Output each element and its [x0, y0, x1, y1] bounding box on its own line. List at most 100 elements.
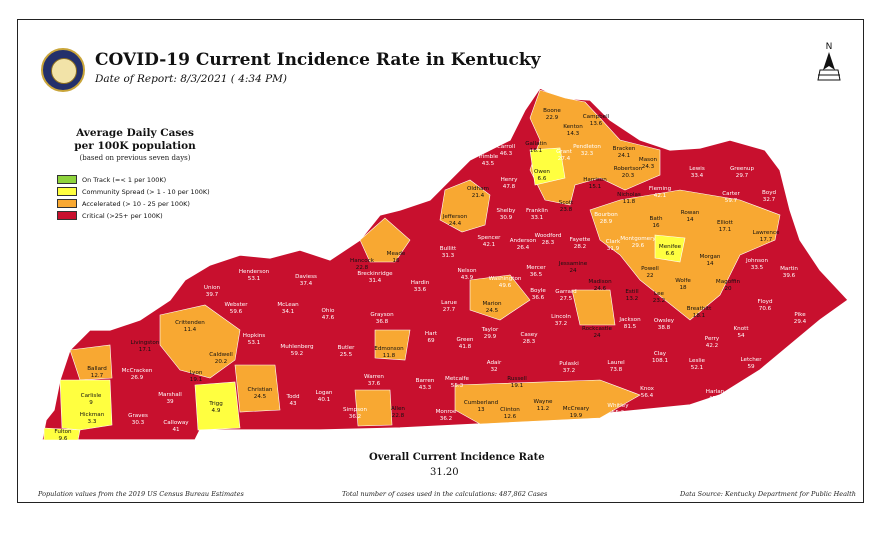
county-value-pendleton: 32.3 [581, 151, 594, 157]
county-value-monroe: 36.2 [440, 416, 452, 422]
county-name-nelson: Nelson [457, 268, 477, 274]
county-value-martin: 39.6 [783, 273, 796, 279]
svg-text:N: N [826, 42, 833, 52]
county-name-jessamine: Jessamine [558, 261, 588, 267]
county-name-logan: Logan [316, 390, 333, 396]
county-name-metcalfe: Metcalfe [445, 376, 469, 382]
county-value-henderson: 53.1 [248, 276, 261, 282]
county-value-clark: 31.9 [607, 246, 620, 252]
county-name-bracken: Bracken [613, 146, 636, 152]
county-value-madison: 24.6 [594, 286, 607, 292]
county-name-gallatin: Gallatin [525, 141, 547, 147]
county-name-morgan: Morgan [700, 254, 721, 260]
county-name-lewis: Lewis [689, 166, 705, 172]
county-value-mccracken: 26.9 [131, 375, 144, 381]
county-value-jackson: 81.5 [624, 324, 637, 330]
county-name-knott: Knott [733, 326, 749, 332]
county-name-mercer: Mercer [526, 265, 546, 271]
county-value-elliott: 17.1 [719, 227, 732, 233]
county-value-daviess: 37.4 [300, 281, 313, 287]
county-value-magoffin: 20 [724, 286, 732, 292]
county-value-bell: 40.1 [659, 415, 672, 421]
county-value-oldham: 21.4 [472, 193, 485, 199]
county-name-jefferson: Jefferson [442, 214, 468, 220]
county-name-garrard: Garrard [555, 289, 577, 295]
county-value-adair: 32 [490, 367, 497, 373]
county-name-wolfe: Wolfe [675, 278, 691, 284]
north-arrow-icon: N [815, 40, 843, 84]
county-name-butler: Butler [338, 345, 356, 351]
county-value-fleming: 42.1 [654, 193, 667, 199]
legend-item-critical: Critical (>25+ per 100K) [57, 211, 215, 220]
county-name-kenton: Kenton [563, 124, 583, 130]
county-value-cumberland: 13 [477, 407, 485, 413]
county-name-breathitt: Breathitt [687, 306, 712, 312]
county-value-woodford: 28.3 [542, 240, 555, 246]
county-name-ohio: Ohio [322, 308, 336, 314]
legend-title-line1: Average Daily Cases [76, 127, 194, 139]
county-value-taylor: 29.9 [484, 334, 497, 340]
county-value-anderson: 26.4 [517, 245, 530, 251]
kentucky-county-map: Boone22.9Kenton14.3Campbell13.6Gallatin1… [41, 87, 849, 442]
county-name-perry: Perry [705, 336, 720, 342]
county-name-owen: Owen [534, 169, 550, 175]
county-value-garrard: 27.5 [560, 296, 573, 302]
community-region-trigg [194, 381, 241, 431]
cases-note: Total number of cases used in the calcul… [342, 490, 548, 498]
county-name-mason: Mason [639, 157, 658, 163]
county-name-todd: Todd [286, 394, 300, 400]
county-name-nicholas: Nicholas [617, 192, 641, 198]
county-name-marion: Marion [482, 301, 502, 307]
county-value-barren: 43.3 [419, 385, 432, 391]
legend-swatch [57, 175, 77, 184]
county-name-trimble: Trimble [477, 154, 499, 160]
county-value-shelby: 30.9 [500, 215, 513, 221]
county-value-hancock: 22.8 [356, 265, 369, 271]
accelerated-region-louisville [439, 179, 491, 233]
community-region-fulton [43, 427, 81, 441]
county-value-robertson: 20.3 [622, 173, 635, 179]
county-name-wayne: Wayne [534, 399, 553, 405]
county-value-todd: 43 [289, 401, 297, 407]
county-value-clinton: 12.6 [504, 414, 517, 420]
county-name-livingston: Livingston [131, 340, 160, 346]
population-note: Population values from the 2019 US Censu… [38, 490, 244, 498]
legend-swatch [57, 187, 77, 196]
county-value-boyle: 36.6 [532, 295, 545, 301]
county-name-calloway: Calloway [163, 420, 189, 426]
county-name-pike: Pike [794, 312, 806, 318]
county-value-marshall: 39 [166, 399, 174, 405]
county-value-mason: 24.3 [642, 164, 655, 170]
county-value-hart: 69 [427, 338, 435, 344]
county-value-campbell: 13.6 [590, 121, 603, 127]
county-value-powell: 22 [646, 273, 653, 279]
county-value-christian: 24.5 [254, 394, 267, 400]
county-value-grayson: 36.8 [376, 319, 389, 325]
county-name-scott: Scott [559, 200, 574, 206]
county-value-fayette: 28.2 [574, 244, 586, 250]
county-name-crittenden: Crittenden [175, 320, 205, 326]
county-value-floyd: 70.6 [759, 306, 772, 312]
accelerated-region-rockcastle [571, 289, 616, 326]
legend-label: Critical (>25+ per 100K) [82, 211, 163, 220]
county-name-leslie: Leslie [689, 358, 705, 364]
county-name-larue: Larue [441, 300, 457, 306]
county-name-whitley: Whitley [607, 403, 629, 409]
county-name-washington: Washington [489, 276, 522, 282]
county-value-franklin: 33.1 [531, 215, 544, 221]
overall-rate-value: 31.20 [430, 467, 459, 478]
county-name-allen: Allen [391, 406, 405, 412]
county-value-jessamine: 24 [569, 268, 577, 274]
county-name-russell: Russell [507, 376, 527, 382]
county-value-spencer: 42.1 [483, 242, 496, 248]
county-value-simpson: 36.2 [349, 414, 361, 420]
county-value-wolfe: 18 [679, 285, 687, 291]
county-value-pulaski: 37.2 [563, 368, 575, 374]
county-value-carroll: 46.3 [500, 151, 513, 157]
county-name-caldwell: Caldwell [209, 352, 233, 358]
county-name-woodford: Woodford [535, 233, 562, 239]
community-region-owen [529, 147, 566, 186]
accelerated-region-christian [234, 364, 281, 413]
county-value-clay: 108.1 [652, 358, 668, 364]
county-name-carlisle: Carlisle [81, 393, 102, 399]
